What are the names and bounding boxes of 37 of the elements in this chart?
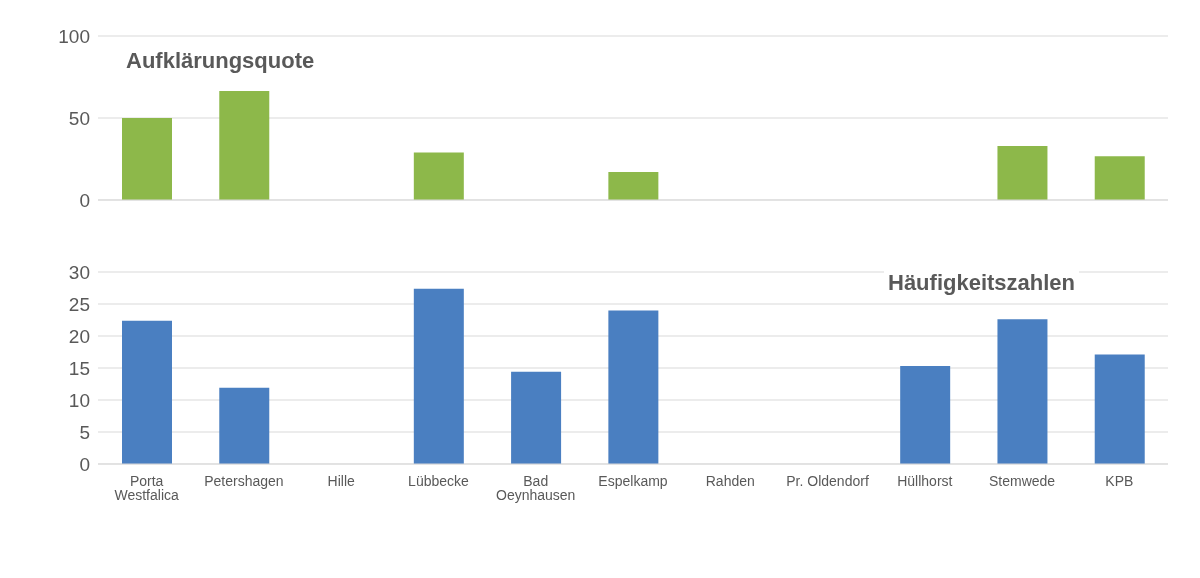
- bar: [413, 288, 464, 464]
- y-tick-label: 15: [68, 357, 90, 379]
- x-tick-label: KPB: [1105, 472, 1134, 489]
- x-tick-label: Hüllhorst: [897, 472, 953, 489]
- x-tick-label: Bad Oeynhausen: [496, 472, 576, 503]
- x-tick-label: Pr. Oldendorf: [786, 472, 869, 489]
- bar: [608, 172, 659, 200]
- bar: [1094, 354, 1145, 464]
- x-tick-label: Porta Westfalica: [114, 472, 180, 503]
- x-tick-label: Hille: [327, 472, 356, 489]
- bar: [511, 371, 562, 464]
- bar: [122, 320, 172, 464]
- bar: [997, 319, 1048, 464]
- y-tick-label: 30: [68, 261, 90, 283]
- bar: [122, 118, 172, 200]
- y-tick-label: 0: [79, 453, 90, 475]
- bar: [608, 310, 659, 464]
- bar: [1094, 156, 1145, 200]
- y-tick-label: 5: [79, 421, 90, 443]
- y-tick-label: 0: [79, 189, 90, 211]
- x-tick-label: Espelkamp: [598, 472, 668, 489]
- y-tick-label: 50: [68, 107, 90, 129]
- y-tick-label: 100: [58, 25, 90, 47]
- bar: [997, 145, 1048, 200]
- bar: [219, 90, 270, 200]
- y-tick-label: 10: [68, 389, 90, 411]
- chart-title: Häufigkeitszahlen: [884, 270, 1080, 296]
- x-tick-label: Stemwede: [989, 472, 1056, 489]
- bar: [900, 366, 951, 464]
- y-tick-label: 25: [68, 293, 90, 315]
- bar: [219, 387, 270, 464]
- y-tick-label: 20: [68, 325, 90, 347]
- bar: [413, 152, 464, 200]
- x-tick-label: Rahden: [705, 472, 755, 489]
- x-tick-label: Petershagen: [204, 472, 284, 489]
- text: Aufklärungsquote: [122, 48, 319, 74]
- x-tick-label: Lübbecke: [408, 472, 470, 489]
